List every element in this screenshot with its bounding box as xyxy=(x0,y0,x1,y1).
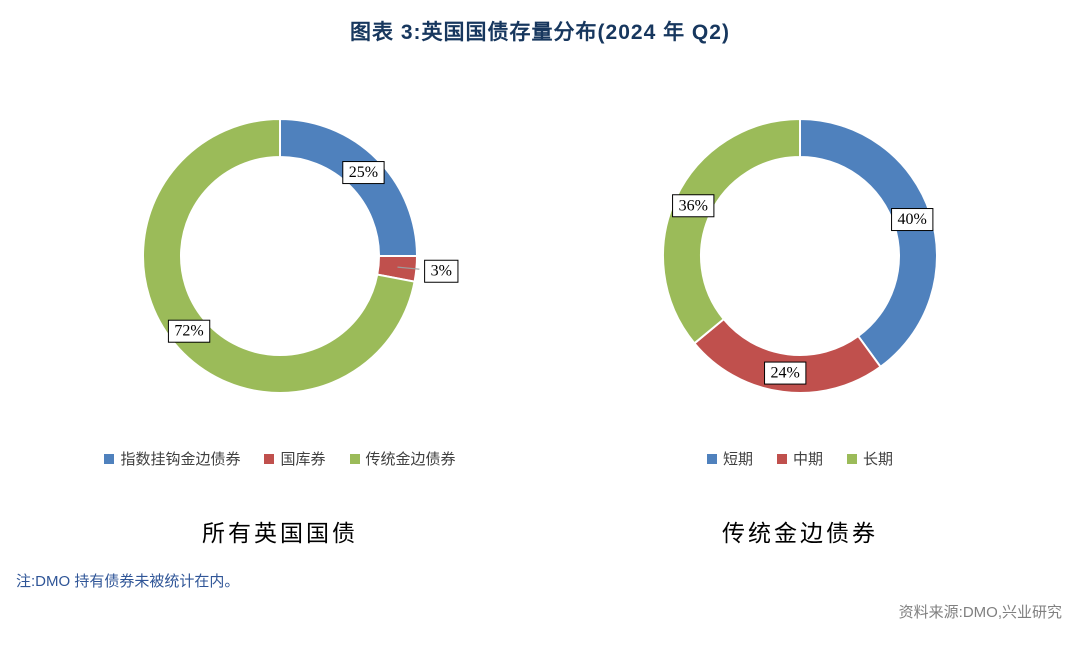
legend-label: 指数挂钩金边债券 xyxy=(120,452,241,468)
legend-label: 长期 xyxy=(863,452,894,468)
legend-label: 传统金边债券 xyxy=(365,452,456,468)
legend-label: 国库券 xyxy=(280,452,326,468)
legend-swatch xyxy=(776,453,787,464)
chart-subtitle-conventional-gilts: 传统金边债券 xyxy=(722,521,878,546)
legend-swatch xyxy=(104,453,115,464)
legend-label: 短期 xyxy=(722,452,753,468)
legend-item-中期: 中期 xyxy=(776,448,823,469)
value-label: 36% xyxy=(679,197,708,214)
donut-segment-指数挂钩金边债券 xyxy=(279,117,419,257)
figure-title: 图表 3:英国国债存量分布(2024 年 Q2) xyxy=(350,21,730,44)
chart-subtitle-all-uk-gilts: 所有英国国债 xyxy=(202,521,358,546)
value-label: 25% xyxy=(349,164,378,181)
legend-all-uk-gilts: 指数挂钩金边债券 国库券 传统金边债券 xyxy=(40,448,520,469)
legend-label: 中期 xyxy=(792,452,823,468)
legend-item-国库券: 国库券 xyxy=(264,448,326,469)
legend-item-长期: 长期 xyxy=(847,448,893,469)
value-label: 40% xyxy=(898,211,927,228)
donut-segment-传统金边债券 xyxy=(142,117,416,394)
footnote: 注:DMO 持有债券未被统计在内。 xyxy=(16,573,240,590)
value-label-box xyxy=(764,361,807,385)
value-label: 3% xyxy=(431,263,452,280)
legend-item-指数挂钩金边债券: 指数挂钩金边债券 xyxy=(104,448,240,469)
donut-segment-长期 xyxy=(662,117,801,345)
value-label: 24% xyxy=(771,365,800,382)
value-label: 72% xyxy=(174,323,203,340)
legend-swatch xyxy=(847,453,857,464)
label-leader-line xyxy=(397,266,420,270)
value-label-box xyxy=(342,161,385,185)
legend-item-短期: 短期 xyxy=(706,448,753,469)
donut-chart-all-uk-gilts: 25% 3% 72% xyxy=(142,117,459,394)
value-label-box xyxy=(891,208,934,232)
donut-segment-短期 xyxy=(799,117,938,369)
donut-chart-conventional-gilts: 40% 24% 36% xyxy=(662,117,938,394)
legend-conventional-gilts: 短期 中期 长期 xyxy=(560,448,1040,469)
legend-swatch xyxy=(349,453,360,464)
source-attribution: 资料来源:DMO,兴业研究 xyxy=(898,604,1062,621)
value-label-box xyxy=(672,194,715,218)
legend-swatch xyxy=(264,453,275,464)
value-label-box xyxy=(167,319,211,343)
value-label-box xyxy=(424,259,459,283)
legend-swatch xyxy=(706,453,717,464)
legend-item-传统金边债券: 传统金边债券 xyxy=(349,448,456,469)
